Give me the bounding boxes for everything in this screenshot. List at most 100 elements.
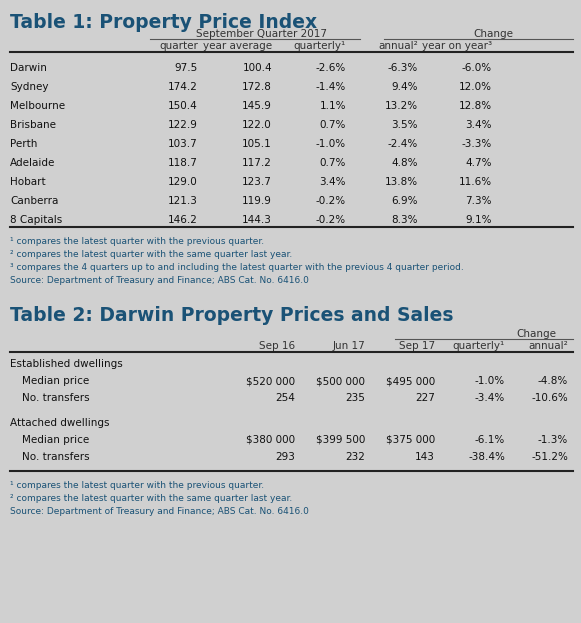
Text: 254: 254 xyxy=(275,393,295,403)
Text: ³ compares the 4 quarters up to and including the latest quarter with the previo: ³ compares the 4 quarters up to and incl… xyxy=(10,263,464,272)
Text: 118.7: 118.7 xyxy=(168,158,198,168)
Text: Table 1: Property Price Index: Table 1: Property Price Index xyxy=(10,13,317,32)
Text: 122.9: 122.9 xyxy=(168,120,198,130)
Text: year on year³: year on year³ xyxy=(422,41,492,51)
Text: Perth: Perth xyxy=(10,139,37,149)
Text: 8.3%: 8.3% xyxy=(392,215,418,225)
Text: 4.8%: 4.8% xyxy=(392,158,418,168)
Text: -51.2%: -51.2% xyxy=(531,452,568,462)
Text: Source: Department of Treasury and Finance; ABS Cat. No. 6416.0: Source: Department of Treasury and Finan… xyxy=(10,276,309,285)
Text: -3.4%: -3.4% xyxy=(475,393,505,403)
Text: -3.3%: -3.3% xyxy=(462,139,492,149)
Text: Sep 16: Sep 16 xyxy=(259,341,295,351)
Text: Sep 17: Sep 17 xyxy=(399,341,435,351)
Text: 121.3: 121.3 xyxy=(168,196,198,206)
Text: Attached dwellings: Attached dwellings xyxy=(10,418,109,428)
Text: 172.8: 172.8 xyxy=(242,82,272,92)
Text: 122.0: 122.0 xyxy=(242,120,272,130)
Text: 150.4: 150.4 xyxy=(168,101,198,111)
Text: 3.5%: 3.5% xyxy=(392,120,418,130)
Text: -1.4%: -1.4% xyxy=(315,82,346,92)
Text: annual²: annual² xyxy=(378,41,418,51)
Text: 12.0%: 12.0% xyxy=(459,82,492,92)
Text: ¹ compares the latest quarter with the previous quarter.: ¹ compares the latest quarter with the p… xyxy=(10,237,264,246)
Text: 145.9: 145.9 xyxy=(242,101,272,111)
Text: September Quarter 2017: September Quarter 2017 xyxy=(196,29,328,39)
Text: -6.1%: -6.1% xyxy=(475,435,505,445)
Text: $375 000: $375 000 xyxy=(386,435,435,445)
Text: Melbourne: Melbourne xyxy=(10,101,65,111)
Text: Established dwellings: Established dwellings xyxy=(10,359,123,369)
Text: 105.1: 105.1 xyxy=(242,139,272,149)
Text: 6.9%: 6.9% xyxy=(392,196,418,206)
Text: 144.3: 144.3 xyxy=(242,215,272,225)
Text: 13.2%: 13.2% xyxy=(385,101,418,111)
Text: annual²: annual² xyxy=(528,341,568,351)
Text: 117.2: 117.2 xyxy=(242,158,272,168)
Text: Median price: Median price xyxy=(22,435,89,445)
Text: 8 Capitals: 8 Capitals xyxy=(10,215,62,225)
Text: -0.2%: -0.2% xyxy=(316,215,346,225)
Text: 11.6%: 11.6% xyxy=(459,177,492,187)
Text: 129.0: 129.0 xyxy=(168,177,198,187)
Text: quarterly¹: quarterly¹ xyxy=(453,341,505,351)
Text: -0.2%: -0.2% xyxy=(316,196,346,206)
Text: 97.5: 97.5 xyxy=(175,63,198,73)
Text: 103.7: 103.7 xyxy=(168,139,198,149)
Text: -1.0%: -1.0% xyxy=(475,376,505,386)
Text: Canberra: Canberra xyxy=(10,196,58,206)
Text: 4.7%: 4.7% xyxy=(465,158,492,168)
Text: Jun 17: Jun 17 xyxy=(332,341,365,351)
Text: 12.8%: 12.8% xyxy=(459,101,492,111)
Text: $520 000: $520 000 xyxy=(246,376,295,386)
Text: 227: 227 xyxy=(415,393,435,403)
Text: No. transfers: No. transfers xyxy=(22,452,89,462)
Text: Adelaide: Adelaide xyxy=(10,158,55,168)
Text: 0.7%: 0.7% xyxy=(320,158,346,168)
Text: $399 500: $399 500 xyxy=(315,435,365,445)
Text: 13.8%: 13.8% xyxy=(385,177,418,187)
Text: -6.0%: -6.0% xyxy=(462,63,492,73)
Text: -2.6%: -2.6% xyxy=(315,63,346,73)
Text: 235: 235 xyxy=(345,393,365,403)
Text: 9.4%: 9.4% xyxy=(392,82,418,92)
Text: -38.4%: -38.4% xyxy=(468,452,505,462)
Text: ² compares the latest quarter with the same quarter last year.: ² compares the latest quarter with the s… xyxy=(10,250,292,259)
Text: 9.1%: 9.1% xyxy=(465,215,492,225)
Text: -6.3%: -6.3% xyxy=(388,63,418,73)
Text: quarter: quarter xyxy=(159,41,198,51)
Text: 146.2: 146.2 xyxy=(168,215,198,225)
Text: 3.4%: 3.4% xyxy=(320,177,346,187)
Text: 3.4%: 3.4% xyxy=(465,120,492,130)
Text: 293: 293 xyxy=(275,452,295,462)
Text: -10.6%: -10.6% xyxy=(531,393,568,403)
Text: Darwin: Darwin xyxy=(10,63,47,73)
Text: 119.9: 119.9 xyxy=(242,196,272,206)
Text: quarterly¹: quarterly¹ xyxy=(294,41,346,51)
Text: 123.7: 123.7 xyxy=(242,177,272,187)
Text: 1.1%: 1.1% xyxy=(320,101,346,111)
Text: 7.3%: 7.3% xyxy=(465,196,492,206)
Text: Change: Change xyxy=(473,29,513,39)
Text: Brisbane: Brisbane xyxy=(10,120,56,130)
Text: Hobart: Hobart xyxy=(10,177,46,187)
Text: ¹ compares the latest quarter with the previous quarter.: ¹ compares the latest quarter with the p… xyxy=(10,481,264,490)
Text: -4.8%: -4.8% xyxy=(538,376,568,386)
Text: Source: Department of Treasury and Finance; ABS Cat. No. 6416.0: Source: Department of Treasury and Finan… xyxy=(10,507,309,516)
Text: 143: 143 xyxy=(415,452,435,462)
Text: 232: 232 xyxy=(345,452,365,462)
Text: ² compares the latest quarter with the same quarter last year.: ² compares the latest quarter with the s… xyxy=(10,494,292,503)
Text: -1.0%: -1.0% xyxy=(316,139,346,149)
Text: -1.3%: -1.3% xyxy=(538,435,568,445)
Text: year average: year average xyxy=(203,41,272,51)
Text: No. transfers: No. transfers xyxy=(22,393,89,403)
Text: -2.4%: -2.4% xyxy=(388,139,418,149)
Text: $495 000: $495 000 xyxy=(386,376,435,386)
Text: Sydney: Sydney xyxy=(10,82,48,92)
Text: $380 000: $380 000 xyxy=(246,435,295,445)
Text: 0.7%: 0.7% xyxy=(320,120,346,130)
Text: Median price: Median price xyxy=(22,376,89,386)
Text: 174.2: 174.2 xyxy=(168,82,198,92)
Text: $500 000: $500 000 xyxy=(316,376,365,386)
Text: Change: Change xyxy=(517,329,557,339)
